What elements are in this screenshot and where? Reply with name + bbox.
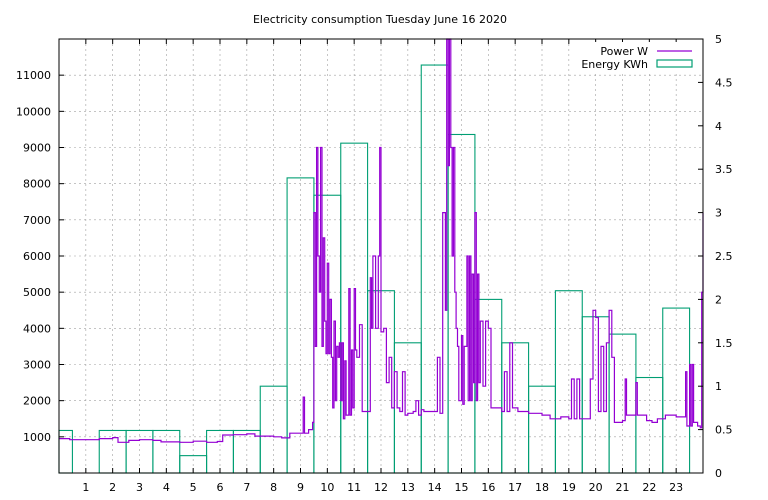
y-right-tick-label: 1.5 [715,337,733,350]
y-left-tick-label: 10000 [16,105,51,118]
y-right-tick-label: 5 [715,33,722,46]
x-tick-label: 12 [374,481,388,494]
y-right-tick-label: 1 [715,380,722,393]
x-tick-label: 13 [401,481,415,494]
x-tick-label: 19 [562,481,576,494]
x-tick-label: 21 [616,481,630,494]
x-tick-label: 22 [642,481,656,494]
y-left-tick-label: 8000 [23,178,51,191]
x-tick-label: 18 [535,481,549,494]
x-tick-label: 3 [136,481,143,494]
x-tick-label: 11 [347,481,361,494]
y-left-tick-label: 7000 [23,214,51,227]
y-right-tick-label: 4 [715,120,722,133]
legend: Power W Energy KWh [570,42,700,72]
legend-label-energy: Energy KWh [581,58,648,71]
y-left-tick-label: 11000 [16,69,51,82]
x-tick-label: 6 [217,481,224,494]
x-tick-label: 7 [243,481,250,494]
x-tick-label: 16 [481,481,495,494]
y-left-tick-label: 6000 [23,250,51,263]
power-series [59,38,704,443]
y-right-tick-label: 3 [715,207,722,220]
y-right-tick-label: 4.5 [715,76,733,89]
x-tick-label: 2 [109,481,116,494]
x-tick-label: 17 [508,481,522,494]
axis-ticks: 1 2 3 4 5 6 7 8 9 10 11 12 13 14 15 16 17 18 19 20 21 22 23100… [16,33,733,494]
x-tick-label: 23 [669,481,683,494]
y-right-tick-label: 2 [715,293,722,306]
y-left-tick-label: 3000 [23,359,51,372]
x-tick-label: 20 [589,481,603,494]
chart-title: Electricity consumption Tuesday June 16 … [253,13,507,26]
y-right-tick-label: 3.5 [715,163,733,176]
y-left-tick-label: 5000 [23,286,51,299]
x-tick-label: 8 [270,481,277,494]
x-tick-label: 15 [455,481,469,494]
y-right-tick-label: 0 [715,467,722,480]
legend-swatch-energy [656,59,693,68]
y-left-tick-label: 9000 [23,142,51,155]
power-line [59,38,704,443]
y-right-tick-label: 2.5 [715,250,733,263]
y-left-tick-label: 4000 [23,322,51,335]
x-tick-label: 5 [190,481,197,494]
x-tick-label: 10 [320,481,334,494]
x-tick-label: 9 [297,481,304,494]
x-tick-label: 14 [428,481,442,494]
y-left-tick-label: 1000 [23,431,51,444]
legend-label-power: Power W [600,45,648,58]
x-tick-label: 1 [82,481,89,494]
y-left-tick-label: 2000 [23,395,51,408]
x-tick-label: 4 [163,481,170,494]
y-right-tick-label: 0.5 [715,424,733,437]
